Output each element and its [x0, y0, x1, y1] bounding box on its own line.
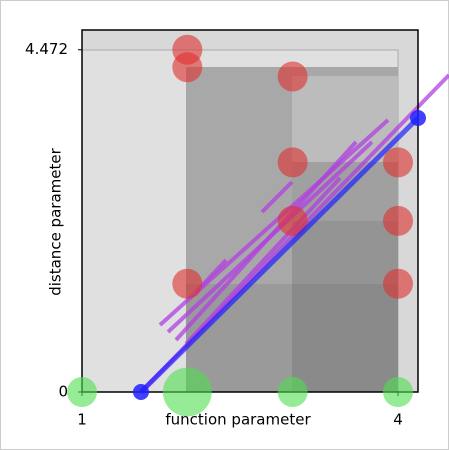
x-tick-label: 1 — [77, 411, 87, 429]
green-point — [162, 367, 212, 417]
blue-point — [132, 384, 149, 400]
y-axis-label: distance parameter — [47, 147, 65, 295]
red-point — [382, 205, 413, 236]
plot-area — [81, 30, 449, 394]
y-tick-label: 0 — [58, 383, 68, 401]
x-axis-label: function parameter — [165, 411, 311, 429]
red-point — [277, 205, 308, 236]
x-tick-label: 4 — [393, 411, 403, 429]
red-point — [172, 268, 203, 299]
blue-line — [139, 116, 420, 394]
red-point — [277, 61, 308, 92]
region — [292, 284, 398, 392]
red-point — [172, 52, 203, 83]
green-point — [67, 377, 97, 407]
green-point — [277, 377, 308, 407]
red-point — [277, 147, 308, 178]
axes-frame — [81, 29, 419, 393]
blue-point — [410, 110, 426, 127]
red-point — [382, 268, 413, 299]
red-point — [382, 147, 413, 178]
green-point — [382, 377, 413, 407]
y-tick-label: 4.472 — [25, 40, 68, 58]
